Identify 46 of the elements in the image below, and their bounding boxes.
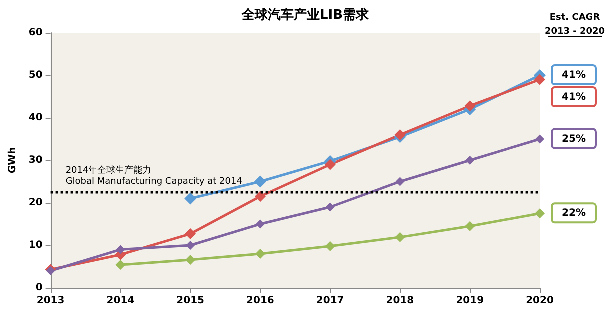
y-tick-label: 40: [28, 112, 43, 124]
y-axis-title: GWh: [8, 147, 18, 174]
point: [325, 241, 336, 252]
point: [535, 208, 545, 219]
point: [256, 220, 265, 229]
x-tick-label: 2020: [526, 296, 554, 306]
chart-title: 全球汽车产业LIB需求: [240, 7, 370, 23]
point: [324, 159, 336, 170]
x-tick-label: 2018: [386, 296, 414, 306]
point: [466, 156, 475, 165]
point: [536, 134, 544, 144]
point: [465, 221, 476, 232]
point: [254, 191, 266, 202]
point: [184, 192, 197, 205]
x-tick-label: 2017: [316, 296, 344, 306]
point: [254, 176, 266, 188]
point: [464, 100, 476, 112]
y-tick-label: 20: [28, 198, 43, 208]
point: [396, 177, 405, 186]
y-tick-label: 30: [28, 155, 43, 166]
point: [395, 232, 406, 242]
point: [46, 266, 56, 276]
x-tick-label: 2016: [246, 296, 274, 306]
point: [186, 241, 196, 250]
point: [534, 74, 546, 86]
point: [116, 245, 126, 254]
x-tick-label: 2013: [36, 296, 65, 306]
point: [185, 228, 196, 240]
point: [255, 249, 266, 259]
y-tick-label: 50: [28, 70, 43, 81]
y-tick-label: 0: [36, 282, 43, 294]
y-tick-label: 10: [28, 240, 43, 251]
ref-line-label: 2014年全球生产能力 Global Manufacturing Capacity at 2014: [66, 164, 243, 187]
point: [186, 254, 196, 265]
x-tick-label: 2019: [456, 296, 484, 306]
point: [326, 202, 335, 212]
text: Est. CAGR 2013 - 2020: [544, 13, 606, 37]
annotation: 41%: [562, 92, 586, 103]
point: [394, 130, 406, 140]
annotation: 22%: [562, 208, 586, 220]
x-tick-label: 2015: [176, 296, 205, 306]
y-tick-label: 60: [28, 28, 43, 38]
x-tick-label: 2014: [106, 296, 135, 306]
annotation: 25%: [562, 134, 586, 145]
point: [116, 260, 126, 270]
annotation: 41%: [562, 70, 586, 81]
